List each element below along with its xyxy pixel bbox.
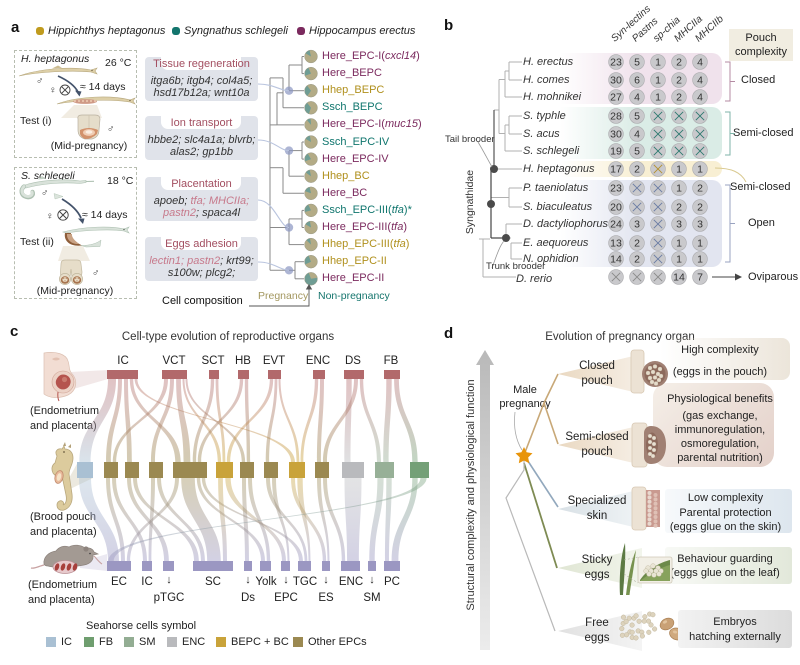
svg-text:7: 7 — [697, 271, 703, 283]
svg-text:2: 2 — [634, 253, 640, 265]
svg-text:1: 1 — [676, 182, 682, 194]
svg-text:5: 5 — [634, 56, 640, 68]
svg-text:13: 13 — [610, 237, 622, 249]
svg-text:♂: ♂ — [92, 268, 100, 279]
svg-text:♂: ♂ — [41, 188, 49, 199]
svg-text:1: 1 — [697, 253, 703, 265]
svg-text:4: 4 — [634, 128, 640, 140]
svg-text:1: 1 — [697, 237, 703, 249]
svg-text:3: 3 — [634, 218, 640, 230]
svg-text:24: 24 — [610, 218, 622, 230]
svg-text:28: 28 — [610, 110, 622, 122]
svg-text:19: 19 — [610, 145, 622, 157]
svg-text:20: 20 — [610, 201, 622, 213]
svg-text:14: 14 — [610, 253, 622, 265]
svg-text:2: 2 — [676, 74, 682, 86]
svg-text:2: 2 — [676, 56, 682, 68]
svg-text:23: 23 — [610, 56, 622, 68]
svg-text:4: 4 — [697, 56, 703, 68]
svg-text:1: 1 — [697, 163, 703, 175]
svg-text:2: 2 — [697, 201, 703, 213]
svg-text:2: 2 — [697, 182, 703, 194]
svg-text:23: 23 — [610, 182, 622, 194]
svg-text:♀: ♀ — [49, 85, 57, 96]
svg-text:1: 1 — [676, 253, 682, 265]
svg-text:♂: ♂ — [36, 76, 44, 87]
svg-text:2: 2 — [676, 91, 682, 103]
svg-text:5: 5 — [634, 145, 640, 157]
svg-text:17: 17 — [610, 163, 622, 175]
svg-text:2: 2 — [676, 201, 682, 213]
svg-text:♂: ♂ — [107, 124, 115, 135]
svg-text:3: 3 — [676, 218, 682, 230]
svg-text:30: 30 — [610, 128, 622, 140]
svg-text:2: 2 — [634, 237, 640, 249]
svg-text:6: 6 — [634, 74, 640, 86]
svg-text:1: 1 — [655, 56, 661, 68]
svg-text:4: 4 — [697, 91, 703, 103]
svg-text:1: 1 — [676, 237, 682, 249]
svg-text:3: 3 — [697, 218, 703, 230]
svg-text:4: 4 — [634, 91, 640, 103]
svg-text:1: 1 — [655, 74, 661, 86]
svg-text:2: 2 — [634, 163, 640, 175]
svg-text:30: 30 — [610, 74, 622, 86]
svg-text:4: 4 — [697, 74, 703, 86]
svg-text:1: 1 — [676, 163, 682, 175]
svg-text:27: 27 — [610, 91, 622, 103]
svg-text:1: 1 — [655, 91, 661, 103]
svg-text:♀: ♀ — [46, 211, 54, 222]
svg-text:14: 14 — [673, 271, 685, 283]
svg-text:5: 5 — [634, 110, 640, 122]
